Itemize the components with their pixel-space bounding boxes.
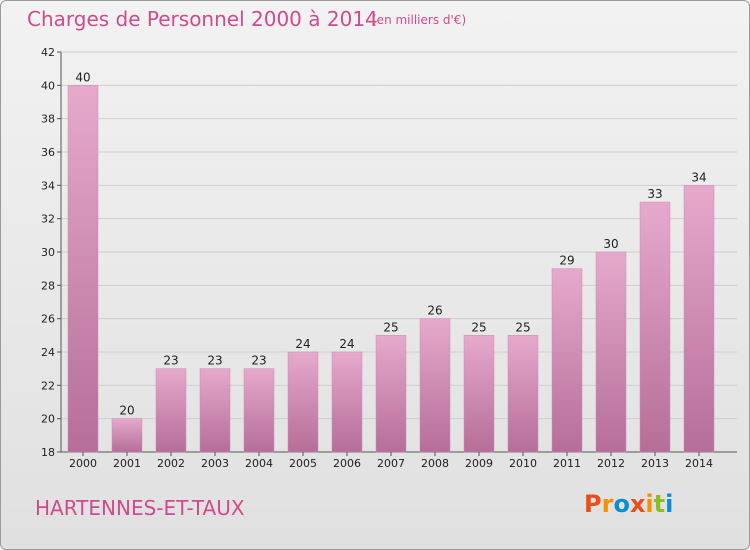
y-tick-label: 38 bbox=[41, 113, 55, 126]
bar bbox=[463, 335, 495, 453]
bar bbox=[683, 185, 715, 453]
y-tick-label: 24 bbox=[41, 346, 55, 359]
bar bbox=[287, 351, 319, 453]
x-tick-label: 2002 bbox=[157, 457, 185, 470]
y-tick-label: 32 bbox=[41, 213, 55, 226]
proxiti-logo[interactable]: Proxiti bbox=[584, 490, 674, 518]
bar bbox=[375, 335, 407, 453]
y-tick-label: 40 bbox=[41, 79, 55, 92]
y-tick-label: 34 bbox=[41, 179, 55, 192]
x-tick-label: 2005 bbox=[289, 457, 317, 470]
data-label: 33 bbox=[647, 187, 662, 201]
data-label: 23 bbox=[207, 354, 222, 368]
y-tick-label: 42 bbox=[41, 46, 55, 59]
bar bbox=[507, 335, 539, 453]
x-tick-label: 2011 bbox=[553, 457, 581, 470]
x-tick-label: 2013 bbox=[641, 457, 669, 470]
data-label: 24 bbox=[339, 337, 354, 351]
bar bbox=[111, 418, 143, 453]
data-label: 25 bbox=[471, 320, 486, 334]
x-tick-label: 2006 bbox=[333, 457, 361, 470]
data-label: 23 bbox=[163, 354, 178, 368]
data-label: 25 bbox=[383, 320, 398, 334]
x-tick-label: 2009 bbox=[465, 457, 493, 470]
y-tick-label: 18 bbox=[41, 446, 55, 459]
bar bbox=[243, 368, 275, 453]
x-tick-label: 2014 bbox=[685, 457, 713, 470]
data-label: 26 bbox=[427, 304, 442, 318]
x-tick-label: 2004 bbox=[245, 457, 273, 470]
y-tick-label: 28 bbox=[41, 279, 55, 292]
data-label: 29 bbox=[559, 254, 574, 268]
x-tick-label: 2003 bbox=[201, 457, 229, 470]
data-label: 30 bbox=[603, 237, 618, 251]
x-tick-label: 2010 bbox=[509, 457, 537, 470]
data-label: 25 bbox=[515, 320, 530, 334]
x-tick-label: 2012 bbox=[597, 457, 625, 470]
y-tick-label: 26 bbox=[41, 313, 55, 326]
data-label: 23 bbox=[251, 354, 266, 368]
x-tick-label: 2000 bbox=[69, 457, 97, 470]
y-tick-label: 30 bbox=[41, 246, 55, 259]
bar bbox=[199, 368, 231, 453]
chart-subtitle: (en milliers d'€) bbox=[372, 13, 467, 27]
x-tick-label: 2001 bbox=[113, 457, 141, 470]
bar bbox=[67, 85, 99, 453]
bar bbox=[419, 318, 451, 453]
data-label: 40 bbox=[75, 70, 90, 84]
y-tick-label: 20 bbox=[41, 413, 55, 426]
chart-title: Charges de Personnel 2000 à 2014 bbox=[27, 7, 378, 31]
y-tick-label: 22 bbox=[41, 379, 55, 392]
bar bbox=[331, 351, 363, 453]
bar bbox=[639, 201, 671, 453]
bar bbox=[155, 368, 187, 453]
bar bbox=[551, 268, 583, 453]
bar bbox=[595, 251, 627, 453]
data-label: 20 bbox=[119, 404, 134, 418]
x-tick-label: 2007 bbox=[377, 457, 405, 470]
y-tick-label: 36 bbox=[41, 146, 55, 159]
data-label: 34 bbox=[691, 170, 706, 184]
x-tick-label: 2008 bbox=[421, 457, 449, 470]
data-label: 24 bbox=[295, 337, 310, 351]
commune-name: HARTENNES-ET-TAUX bbox=[35, 496, 245, 520]
